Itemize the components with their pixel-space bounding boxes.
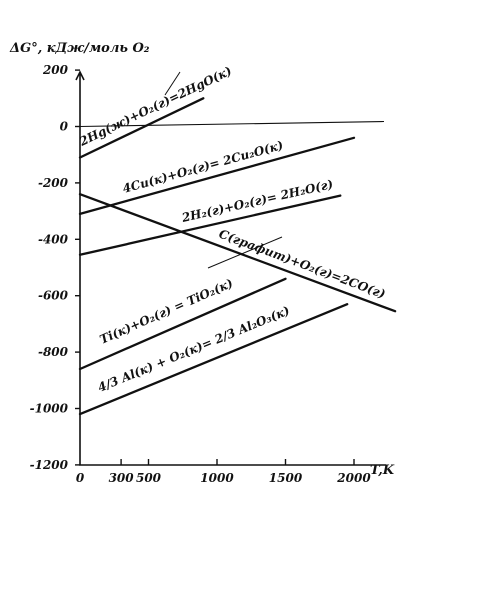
x-tick-label: 1500 <box>269 471 303 485</box>
axes <box>75 70 386 466</box>
series-line <box>78 97 205 159</box>
axis-frame <box>75 70 386 466</box>
y-tick-label: -400 <box>38 232 69 246</box>
x-tick-label: 2000 <box>336 471 371 485</box>
x-tick-label: 0 <box>76 471 85 485</box>
zero-reference-line <box>79 120 385 128</box>
series-line <box>78 303 349 416</box>
series-labels: 2Hg(ж)+O₂(г)=2HgO(к)4Cu(к)+O₂(г)= 2Cu₂O(… <box>76 64 387 395</box>
series-label: 4Cu(к)+O₂(г)= 2Cu₂O(к) <box>121 138 285 196</box>
y-axis-title-text: ΔG°, кДж/моль O₂ <box>9 41 150 56</box>
series-label: C(графит)+O₂(г)=2CO(г) <box>217 227 387 302</box>
x-tick-label: 1000 <box>200 471 234 485</box>
y-tick-label: -600 <box>38 289 69 303</box>
y-tick-label: -200 <box>38 176 69 190</box>
y-axis-title: ΔG°, кДж/моль O₂ <box>9 41 150 56</box>
y-tick-label: -1000 <box>30 402 69 416</box>
x-axis-ticks: 0 300 500 1000 1500 2000 <box>76 459 371 485</box>
x-tick-label: 300 <box>109 471 135 485</box>
series-line <box>78 136 356 216</box>
series-lines <box>78 97 397 416</box>
series-line <box>78 193 397 313</box>
y-tick-label: -800 <box>38 345 69 359</box>
y-tick-label: 200 <box>42 63 69 77</box>
x-tick-label: 500 <box>136 471 162 485</box>
series-label: 2Hg(ж)+O₂(г)=2HgO(к) <box>76 64 234 149</box>
series-line <box>78 194 342 256</box>
y-axis-ticks: 200 0 -200 -400 -600 -800 -1000 -1200 <box>30 63 80 472</box>
y-tick-label: 0 <box>60 120 69 134</box>
leader-stroke <box>207 236 283 269</box>
leader-stroke <box>164 71 181 96</box>
series-line <box>78 277 287 371</box>
y-tick-label: -1200 <box>30 458 69 472</box>
x-axis-title: T,K <box>370 463 395 478</box>
